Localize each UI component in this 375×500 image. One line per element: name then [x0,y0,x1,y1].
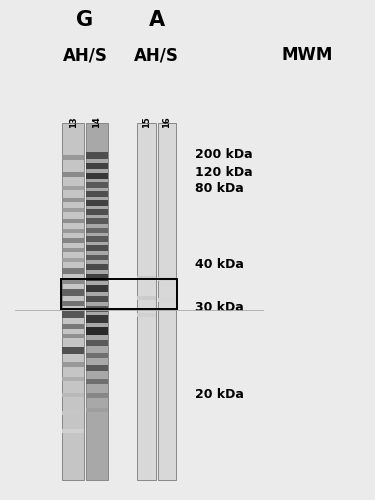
Bar [86,200,108,206]
Bar [86,274,108,280]
Bar [86,327,108,335]
Bar [62,410,84,414]
Bar [62,198,84,202]
Bar [86,218,108,224]
Bar [62,258,84,262]
Bar [86,408,108,412]
Bar [86,163,108,169]
Bar [62,429,84,432]
Bar [158,298,176,302]
Bar [86,255,108,260]
Bar [86,378,108,384]
Bar [86,209,108,215]
Text: G: G [76,10,93,30]
Bar [86,284,108,292]
Bar [61,279,177,309]
Text: 20 kDa: 20 kDa [195,388,244,402]
Bar [62,172,84,176]
Bar [62,248,84,252]
Bar [86,191,108,197]
Text: 120 kDa: 120 kDa [195,166,253,179]
Bar [137,296,156,300]
Bar [62,310,84,318]
Text: MWM: MWM [282,46,333,64]
Bar [86,122,108,480]
Bar [62,377,84,381]
Bar [86,315,108,323]
Bar [62,393,84,397]
Bar [86,182,108,188]
Bar [62,186,84,190]
Bar [137,122,156,480]
Bar [86,352,108,358]
Bar [86,245,108,251]
Bar [86,264,108,270]
Text: 14: 14 [92,116,101,128]
Text: AH/S: AH/S [134,46,179,64]
Bar [62,346,84,354]
Bar [86,392,108,398]
Bar [62,289,84,296]
Bar [62,300,84,306]
Bar [86,296,108,302]
Bar [62,324,84,328]
Bar [86,228,108,232]
Bar [86,152,108,158]
Bar [62,238,84,242]
Bar [158,278,176,281]
Bar [62,208,84,212]
Bar [62,122,84,480]
Bar [137,313,156,317]
Text: AH/S: AH/S [63,46,107,64]
Bar [86,340,108,346]
Bar [86,364,108,370]
Bar [62,219,84,223]
Bar [62,278,84,283]
Text: 80 kDa: 80 kDa [195,182,244,196]
Text: 16: 16 [162,116,171,128]
Text: 200 kDa: 200 kDa [195,148,253,162]
Bar [158,122,176,480]
Text: 15: 15 [142,116,151,128]
Bar [137,276,156,280]
Bar [86,236,108,242]
Bar [62,362,84,366]
Text: A: A [148,10,165,30]
Bar [62,229,84,233]
Bar [86,306,108,312]
Bar [62,334,84,338]
Bar [62,268,84,274]
Bar [86,173,108,179]
Text: 13: 13 [69,117,78,128]
Text: 30 kDa: 30 kDa [195,301,244,314]
Bar [62,155,84,160]
Text: 40 kDa: 40 kDa [195,258,244,272]
